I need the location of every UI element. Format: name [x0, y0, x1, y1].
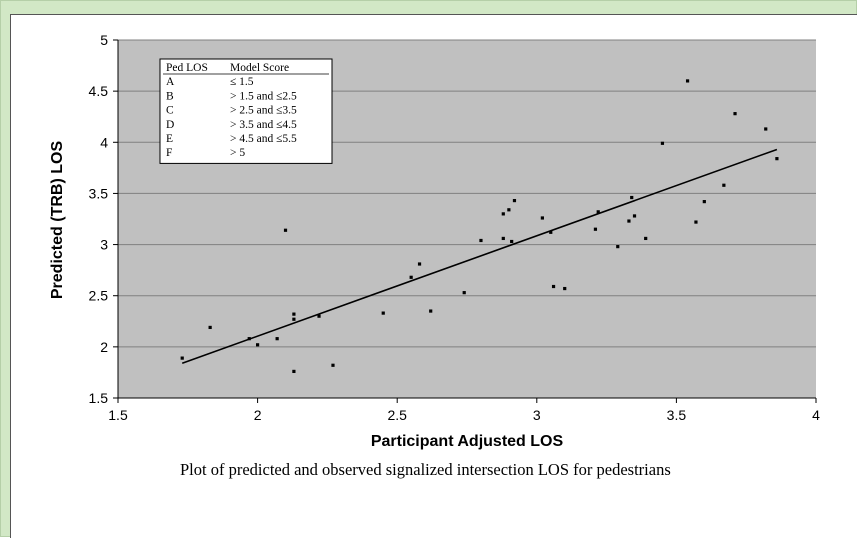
data-point	[292, 312, 296, 316]
table-cell: A	[166, 76, 175, 88]
data-point	[702, 200, 706, 204]
y-tick-label: 2.5	[89, 288, 109, 304]
table-cell: > 5	[230, 147, 245, 159]
table-cell: E	[166, 133, 173, 145]
data-point	[479, 238, 483, 243]
table-cell: D	[166, 119, 174, 131]
data-point	[563, 286, 567, 291]
data-point	[632, 214, 637, 218]
x-tick-label: 1.5	[108, 407, 128, 423]
data-point	[381, 311, 385, 315]
table-cell: B	[166, 90, 174, 102]
data-point	[256, 343, 260, 347]
data-point	[292, 369, 296, 374]
data-point	[660, 141, 665, 145]
data-point	[275, 337, 279, 341]
data-point	[417, 262, 422, 266]
data-point	[507, 208, 511, 212]
table-cell: > 2.5 and ≤3.5	[230, 105, 297, 117]
data-point	[616, 245, 620, 249]
data-point	[512, 198, 517, 203]
data-point	[549, 230, 553, 234]
data-point	[292, 317, 296, 321]
data-point	[630, 195, 634, 200]
y-tick-label: 3	[100, 237, 108, 253]
x-tick-label: 2.5	[387, 407, 407, 423]
table-cell: ≤ 1.5	[230, 76, 254, 88]
data-point	[551, 284, 556, 289]
y-tick-label: 3.5	[89, 185, 109, 201]
table-cell: > 4.5 and ≤5.5	[230, 133, 297, 145]
figure-caption: Plot of predicted and observed signalize…	[180, 460, 671, 479]
data-point	[409, 275, 413, 279]
x-tick-label: 2	[254, 407, 262, 423]
data-point	[317, 314, 321, 318]
y-tick-label: 4.5	[89, 83, 109, 99]
data-point	[596, 210, 600, 214]
data-point	[429, 309, 433, 313]
trendline	[181, 148, 778, 364]
data-point	[247, 337, 251, 341]
y-tick-label: 1.5	[89, 390, 109, 406]
data-point	[540, 216, 544, 220]
table-cell: F	[166, 147, 172, 159]
data-point	[283, 228, 288, 232]
data-point	[733, 112, 737, 116]
table-header: Model Score	[230, 62, 289, 74]
table-cell: > 1.5 and ≤2.5	[230, 90, 297, 102]
data-point	[685, 79, 690, 83]
y-tick-label: 5	[100, 32, 108, 48]
data-point	[722, 183, 726, 187]
table-header: Ped LOS	[166, 62, 208, 74]
data-point	[627, 219, 631, 223]
table-box	[159, 58, 333, 164]
data-point	[501, 236, 505, 241]
y-tick-label: 4	[100, 134, 108, 150]
x-tick-label: 3.5	[667, 407, 687, 423]
data-point	[510, 239, 514, 244]
data-point	[694, 220, 698, 224]
table-cell: > 3.5 and ≤4.5	[230, 119, 297, 131]
data-point	[501, 212, 505, 216]
data-point	[644, 236, 648, 241]
table-cell: C	[166, 105, 174, 117]
model-score-table: Ped LOS Model Score A ≤ 1.5 B > 1.5 and ≤2.5 C…	[159, 58, 333, 164]
x-axis-title: Participant Adjusted LOS	[371, 433, 564, 450]
data-point	[208, 325, 212, 330]
y-tick-label: 2	[100, 339, 108, 355]
y-axis-title: Predicted (TRB) LOS	[49, 141, 66, 300]
data-point	[775, 157, 779, 161]
data-point	[593, 227, 598, 231]
data-point	[462, 291, 466, 295]
x-tick-label: 4	[812, 407, 820, 423]
x-tick-label: 3	[533, 407, 541, 423]
data-point	[764, 127, 768, 131]
data-point	[331, 363, 335, 367]
data-point	[180, 356, 184, 360]
